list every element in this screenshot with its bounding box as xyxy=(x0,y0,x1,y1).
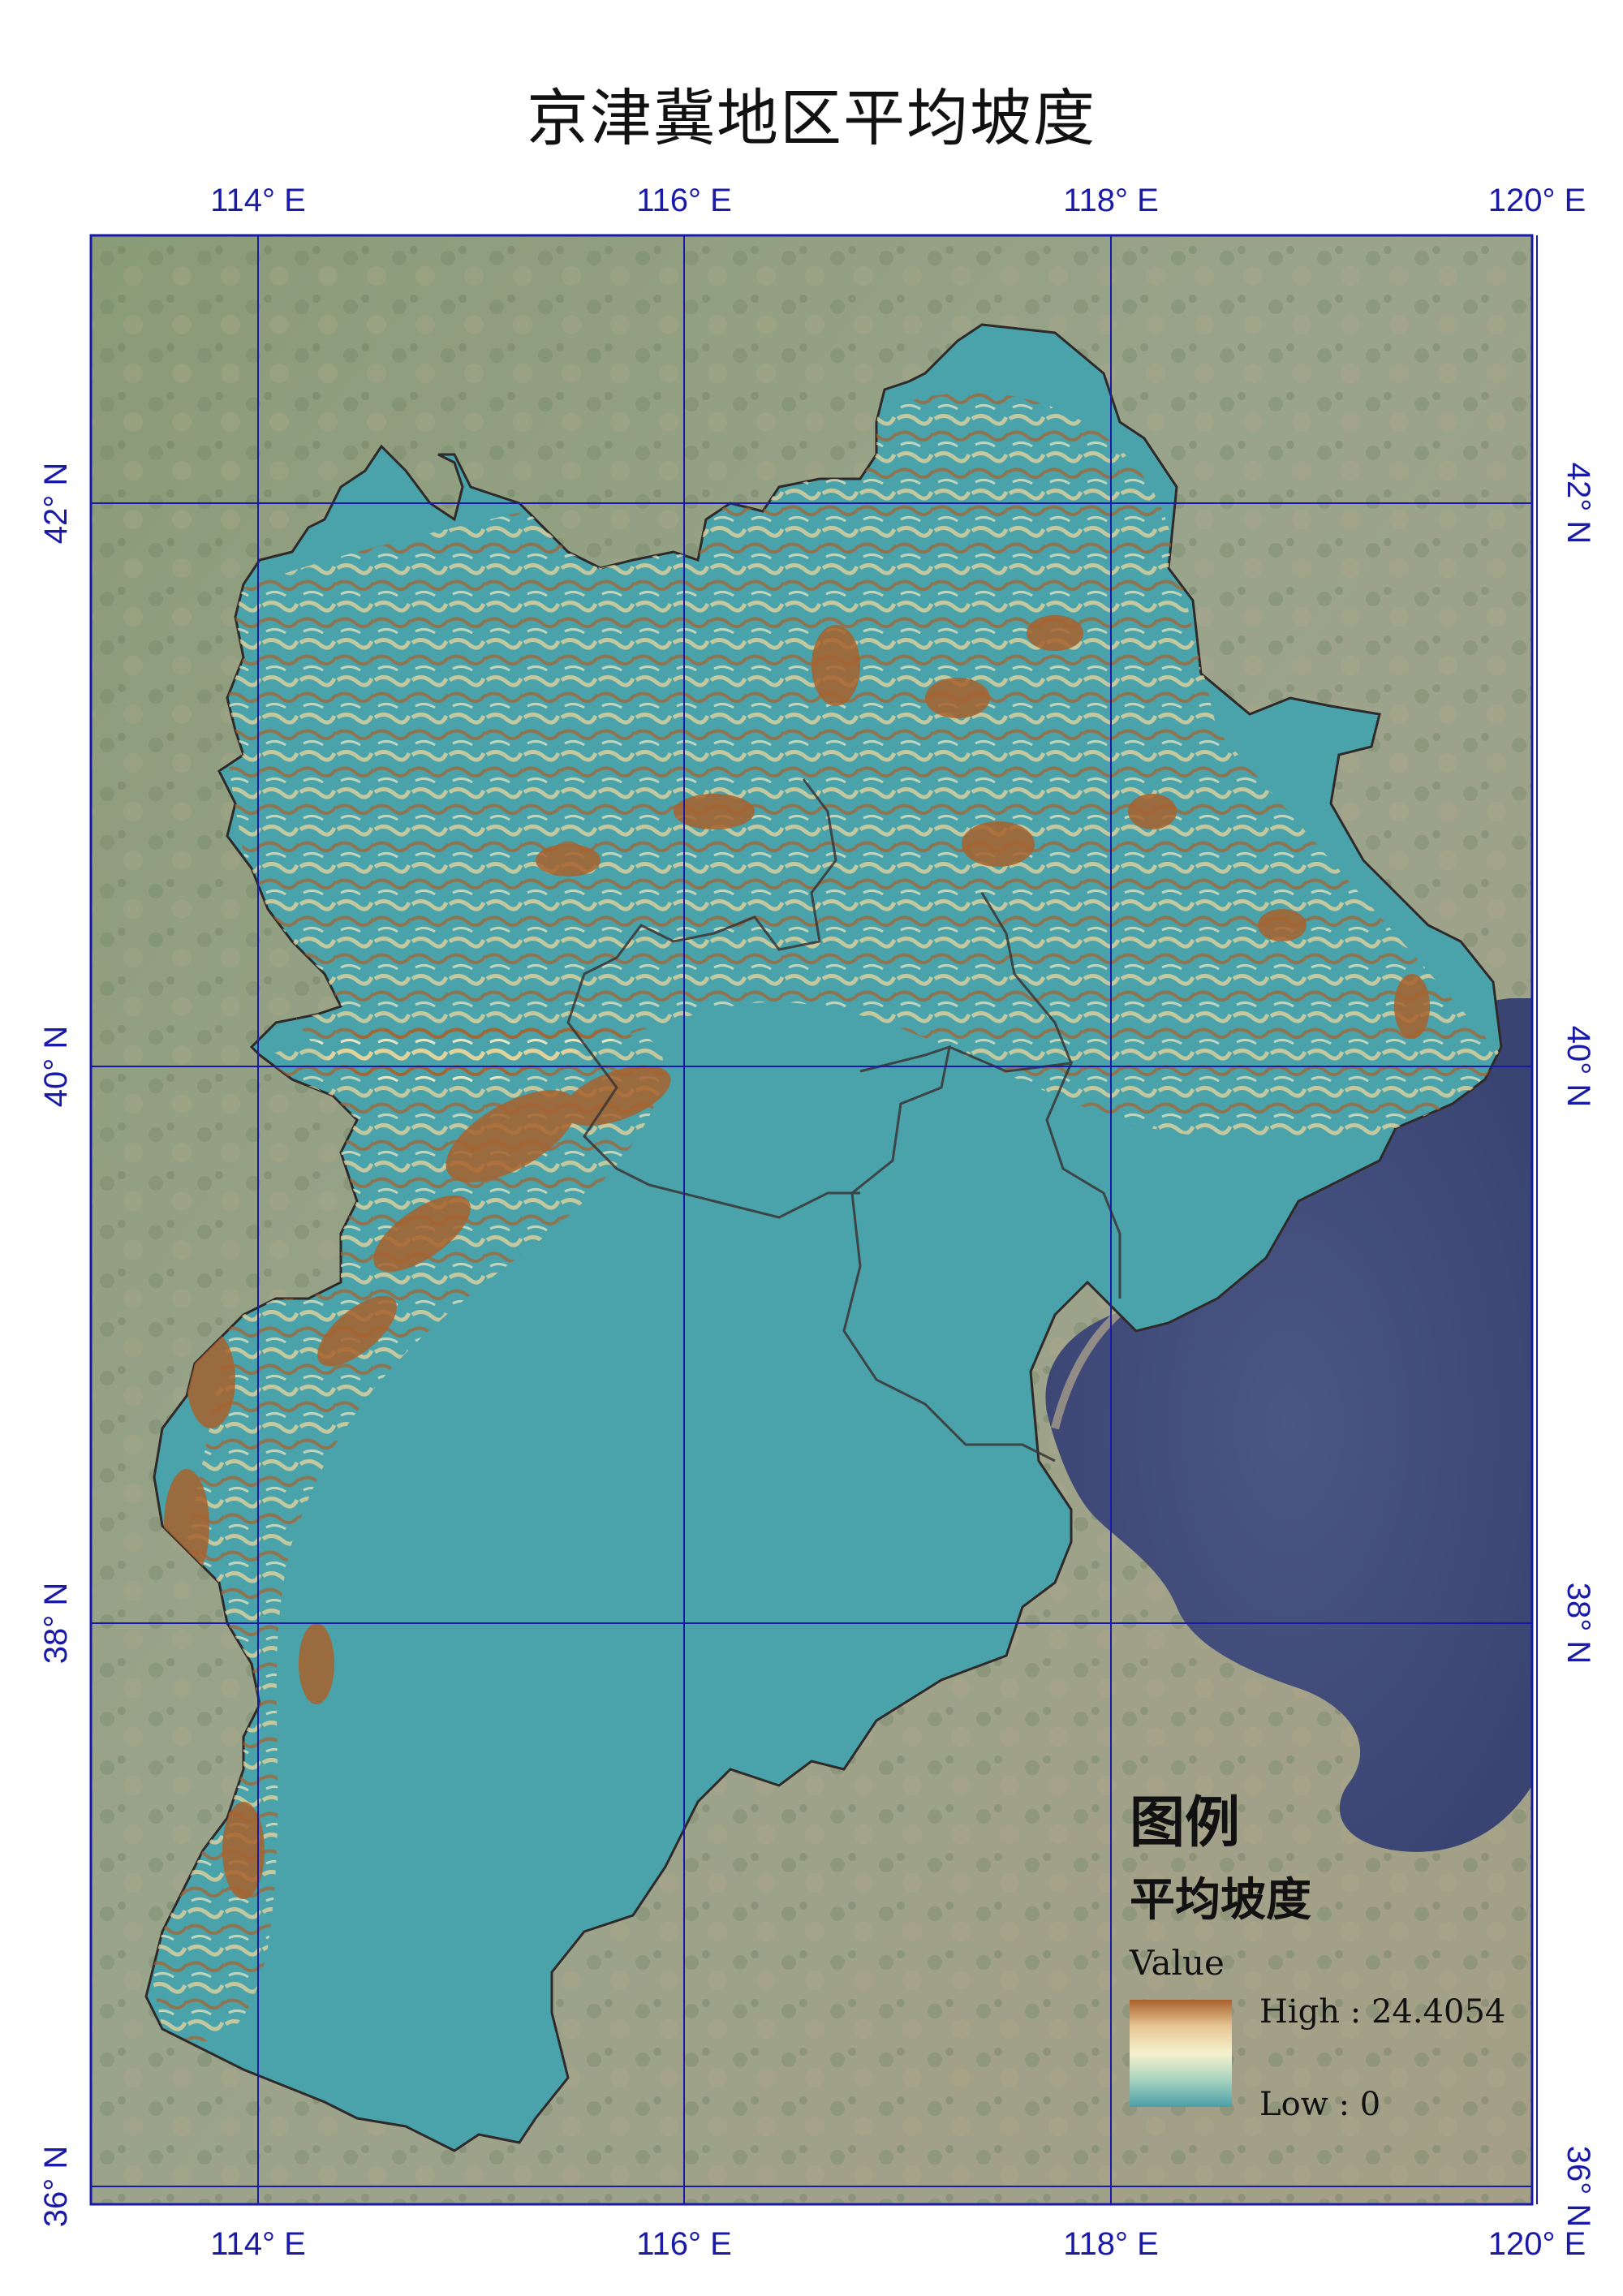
lat-tick-right-42: 42° N xyxy=(1561,463,1596,545)
bohai-sea xyxy=(1045,998,1532,1852)
legend-color-ramp xyxy=(1130,2000,1232,2107)
jingjinji-region[interactable] xyxy=(144,323,1503,2152)
lat-tick-left-42: 42° N xyxy=(38,463,74,545)
lat-tick-right-40: 40° N xyxy=(1561,1026,1596,1108)
lat-tick-left-36: 36° N xyxy=(38,2146,74,2228)
legend-low-label: Low : 0 xyxy=(1259,2086,1381,2123)
lat-tick-left-38: 38° N xyxy=(38,1583,74,1665)
lon-tick-top-116: 116° E xyxy=(636,183,732,218)
graticule xyxy=(89,234,1538,2206)
legend-high-label: High : 24.4054 xyxy=(1259,1993,1506,2031)
lon-tick-bottom-114: 114° E xyxy=(210,2226,306,2262)
legend-field-label: Value xyxy=(1130,1943,1225,1983)
map-title: 京津冀地区平均坡度 xyxy=(527,82,1096,154)
legend-layer-name: 平均坡度 xyxy=(1130,1874,1311,1927)
lon-tick-top-118: 118° E xyxy=(1063,183,1159,218)
lon-tick-top-120: 120° E xyxy=(1488,183,1586,218)
lat-tick-right-38: 38° N xyxy=(1561,1583,1596,1665)
legend-title: 图例 xyxy=(1130,1791,1241,1855)
legend: 图例 平均坡度 Value High : 24.4054 Low : 0 xyxy=(1130,1777,1552,2167)
lon-tick-bottom-120: 120° E xyxy=(1488,2226,1586,2262)
lon-tick-bottom-118: 118° E xyxy=(1063,2226,1159,2262)
lon-tick-bottom-116: 116° E xyxy=(636,2226,732,2262)
lat-tick-left-40: 40° N xyxy=(38,1026,74,1108)
lat-tick-right-36: 36° N xyxy=(1561,2146,1596,2228)
lon-tick-top-114: 114° E xyxy=(210,183,306,218)
